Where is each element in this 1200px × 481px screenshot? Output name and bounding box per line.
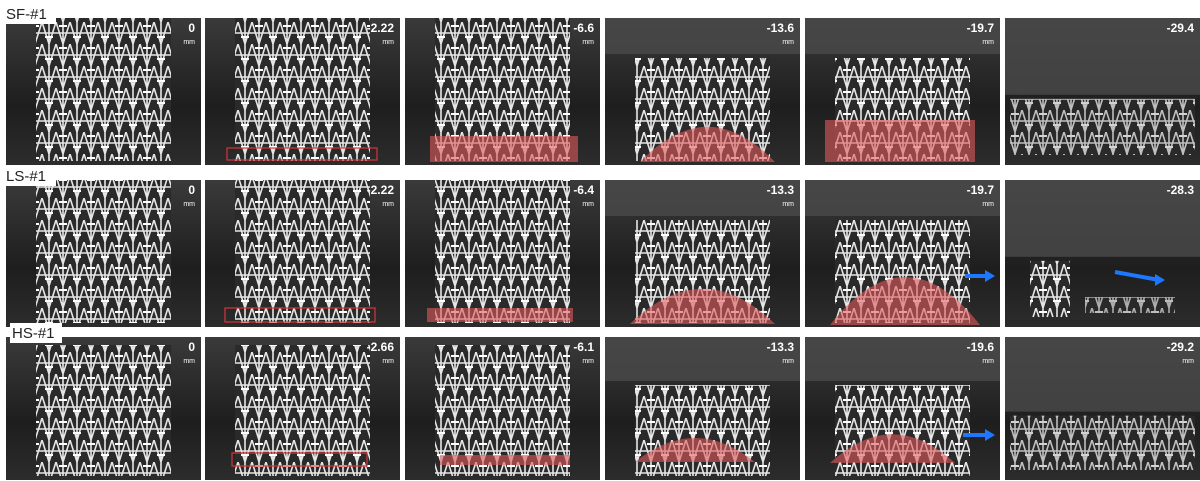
photo-panel: -29.4 bbox=[1005, 18, 1200, 165]
displacement-value: -6.1 bbox=[573, 340, 594, 354]
lattice bbox=[1010, 416, 1195, 470]
displacement-value: -19.7 bbox=[967, 21, 995, 35]
lattice bbox=[1085, 297, 1175, 313]
photo-panel: -6.1 mm bbox=[405, 337, 600, 480]
displacement-value: -2.22 bbox=[367, 183, 395, 197]
photo-panel: -13.6 mm bbox=[605, 18, 800, 165]
displacement-value: -19.7 bbox=[967, 183, 995, 197]
lattice bbox=[36, 180, 171, 323]
unit: mm bbox=[382, 39, 394, 46]
densified-zone bbox=[427, 308, 573, 322]
figure: 0 mm -2.22 mm -6.6 mm -13.6 mm -19.7 mm -29.4 SF-#1… bbox=[0, 0, 1200, 481]
photo-panel: -2.66 mm bbox=[205, 337, 400, 480]
displacement-value: -13.6 bbox=[767, 21, 795, 35]
photo-panel: -13.3 mm bbox=[605, 337, 800, 480]
displacement-value: -6.4 bbox=[573, 183, 594, 197]
unit: mm bbox=[183, 39, 195, 46]
displacement-value: 0 bbox=[188, 183, 195, 197]
lattice bbox=[435, 180, 570, 323]
displacement-value: -13.3 bbox=[767, 340, 795, 354]
displacement-value: -19.6 bbox=[967, 340, 995, 354]
displacement-value: -2.22 bbox=[367, 21, 395, 35]
displacement-value: -28.3 bbox=[1167, 183, 1195, 197]
unit: mm bbox=[982, 358, 994, 365]
lattice bbox=[235, 180, 370, 323]
photo-panel: -19.7 mm bbox=[805, 18, 1000, 165]
lattice bbox=[635, 385, 770, 476]
photo-panel: -6.6 mm bbox=[405, 18, 600, 165]
row-label: HS-#1 bbox=[12, 325, 55, 342]
unit: mm bbox=[582, 358, 594, 365]
displacement-value: -29.2 bbox=[1167, 340, 1195, 354]
displacement-value: -29.4 bbox=[1167, 21, 1195, 35]
unit: mm bbox=[782, 39, 794, 46]
unit: mm bbox=[582, 39, 594, 46]
photo-panel: 0 mm bbox=[6, 18, 201, 165]
lattice bbox=[36, 18, 171, 161]
displacement-value: -2.66 bbox=[367, 340, 395, 354]
displacement-value: 0 bbox=[188, 21, 195, 35]
lattice bbox=[235, 345, 370, 476]
photo-panel: -28.3 bbox=[1005, 180, 1200, 327]
densified-zone bbox=[440, 455, 570, 465]
unit: mm bbox=[582, 201, 594, 208]
row-label: SF-#1 bbox=[6, 6, 47, 23]
unit: mm bbox=[982, 201, 994, 208]
unit: mm bbox=[382, 201, 394, 208]
photo-panel: -2.22 mm bbox=[205, 18, 400, 165]
lattice bbox=[36, 345, 171, 476]
photo-panel: -6.4 mm bbox=[405, 180, 600, 327]
unit: mm bbox=[782, 358, 794, 365]
densified-zone bbox=[825, 120, 975, 162]
unit: mm bbox=[183, 201, 195, 208]
unit: mm bbox=[183, 358, 195, 365]
row-label: LS-#1 bbox=[6, 168, 46, 185]
densified-zone bbox=[430, 136, 578, 162]
displacement-value: 0 bbox=[188, 340, 195, 354]
lattice bbox=[1010, 99, 1195, 155]
photo-panel: 0 mm bbox=[6, 180, 201, 327]
photo-panel: -13.3 mm bbox=[605, 180, 800, 327]
photo-panel: -29.2 mm bbox=[1005, 337, 1200, 480]
lattice bbox=[235, 18, 370, 161]
unit: mm bbox=[382, 358, 394, 365]
photo-panel: -19.6 mm bbox=[805, 337, 1000, 480]
photo-panel: 0 mm bbox=[6, 337, 201, 480]
lattice bbox=[1030, 261, 1070, 317]
displacement-value: -6.6 bbox=[573, 21, 594, 35]
displacement-value: -13.3 bbox=[767, 183, 795, 197]
photo-panel: -19.7 mm bbox=[805, 180, 1000, 327]
photo-panel: -2.22 mm bbox=[205, 180, 400, 327]
unit: mm bbox=[782, 201, 794, 208]
unit: mm bbox=[982, 39, 994, 46]
unit: mm bbox=[1182, 358, 1194, 365]
